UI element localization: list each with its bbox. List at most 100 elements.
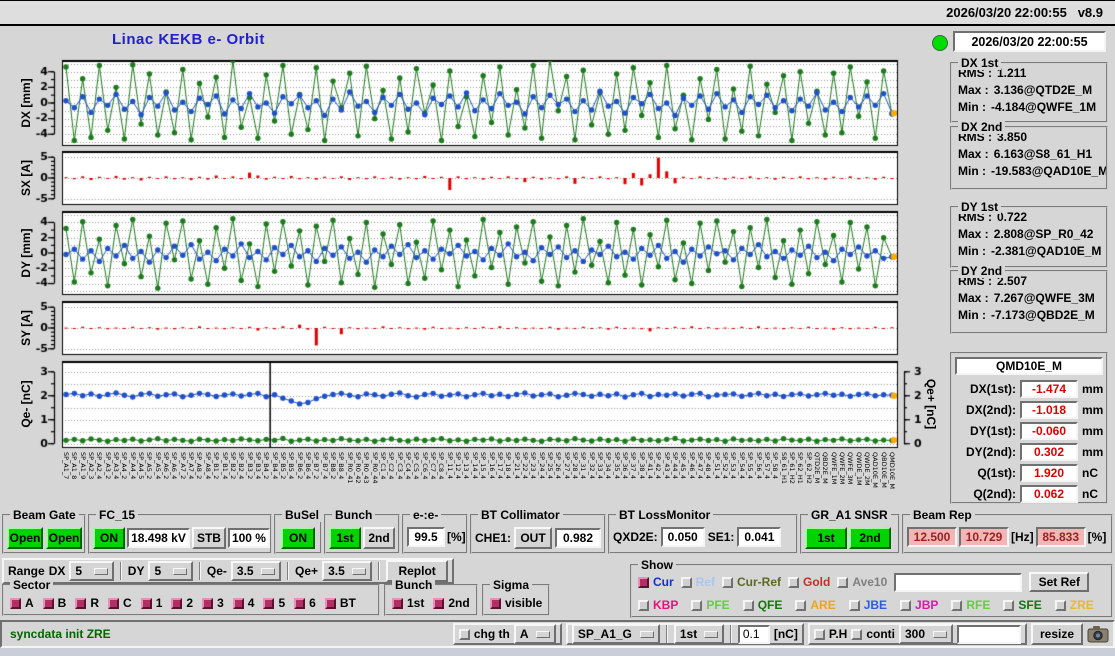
checkbox-SFE[interactable] xyxy=(1003,599,1015,611)
count-input[interactable] xyxy=(957,624,1021,644)
bpm-label-SP_A5_4: SP_A5_4 xyxy=(153,452,162,480)
qe-minus-axis-label: Qe- [nC] xyxy=(19,380,33,428)
checkbox-Cur[interactable] xyxy=(638,576,649,588)
checkbox-KBP[interactable] xyxy=(638,599,649,611)
checkbox-C[interactable] xyxy=(108,597,120,609)
checkbox-PFE[interactable] xyxy=(691,599,703,611)
gr-a1-2nd-button[interactable]: 2nd xyxy=(849,527,891,549)
checkbox-5[interactable] xyxy=(263,597,275,609)
qmd-row-label: DY(1st): xyxy=(969,423,1016,438)
bpm-label-SP_B3_2: SP_B3_2 xyxy=(245,452,254,480)
checkbox-4[interactable] xyxy=(232,597,244,609)
checkbox-R[interactable] xyxy=(75,597,87,609)
checkbox-label-RFE: RFE xyxy=(966,598,991,612)
checkbox-1[interactable] xyxy=(140,597,152,609)
fc15-on-button[interactable]: ON xyxy=(93,527,125,549)
dy-orbit-plot[interactable] xyxy=(18,209,943,297)
checkbox-3[interactable] xyxy=(202,597,214,609)
beam-gate-group: Beam Gate Open Open xyxy=(2,508,86,554)
window-bottom-edge xyxy=(0,648,1115,656)
bunch-check-group: Bunch 1st 2nd xyxy=(384,578,478,616)
threshold-input[interactable] xyxy=(737,624,770,644)
checkbox-Ave10[interactable] xyxy=(837,576,849,588)
checkbox-6[interactable] xyxy=(294,597,306,609)
bpm-label-SP_47_4: SP_47_4 xyxy=(696,452,705,479)
bpm-label-SP_B7_2: SP_B7_2 xyxy=(312,452,321,480)
checkbox-B[interactable] xyxy=(42,597,54,609)
divider xyxy=(287,562,290,580)
interval-select[interactable]: 300 xyxy=(899,624,953,644)
gr-a1-1st-button[interactable]: 1st xyxy=(805,527,847,549)
checkbox-ARE[interactable] xyxy=(795,599,807,611)
bpm-label-SP_21_4: SP_21_4 xyxy=(512,452,521,479)
qmd-row-value: -1.474 xyxy=(1020,379,1078,398)
range-qe-minus-select[interactable]: 3.5 xyxy=(230,561,282,581)
beam-gate-open-button-2[interactable]: Open xyxy=(46,527,82,549)
range-qe-plus-select[interactable]: 3.5 xyxy=(322,561,373,581)
sx-steering-plot[interactable] xyxy=(18,149,943,207)
bpm-label-SP_R0_43: SP_R0_43 xyxy=(362,452,371,484)
checkbox-visible[interactable] xyxy=(490,597,501,609)
bpm-label-QMD10E_M: QMD10E_M xyxy=(888,452,896,489)
bunch-select[interactable]: 1st xyxy=(673,624,724,644)
checkbox-Gold[interactable] xyxy=(788,576,800,588)
checkbox-label-Gold: Gold xyxy=(803,575,831,589)
ref-file-input[interactable] xyxy=(894,572,1023,592)
checkbox-2[interactable] xyxy=(171,597,183,609)
device-select[interactable]: SP_A1_G xyxy=(571,624,660,644)
status-bar: syncdata init ZRE chg th A SP_A1_G 1st [… xyxy=(0,620,1115,648)
fc15-stb-button[interactable]: STB xyxy=(191,527,226,549)
checkbox-1st[interactable] xyxy=(392,597,403,609)
checkbox-A[interactable] xyxy=(10,597,21,609)
min-value: -2.381@QAD10E_M xyxy=(991,244,1102,258)
dropdown-handle-icon xyxy=(639,630,654,638)
che1-out-button[interactable]: OUT xyxy=(514,527,553,549)
busel-on-button[interactable]: ON xyxy=(281,527,315,549)
sector-select[interactable]: A xyxy=(513,624,556,644)
qmd-row-label: Q(1st): xyxy=(977,465,1016,480)
screenshot-camera-icon[interactable] xyxy=(1087,625,1109,643)
checkbox-BT[interactable] xyxy=(324,597,336,609)
max-value: 6.163@S8_61_H1 xyxy=(993,147,1093,161)
chg-th-checkbox[interactable] xyxy=(458,628,470,640)
bpm-label-SP_A1_8: SP_A1_8 xyxy=(70,452,79,480)
checkbox-JBP[interactable] xyxy=(900,599,912,611)
set-ref-button[interactable]: Set Ref xyxy=(1029,572,1090,592)
checkbox-Ref[interactable] xyxy=(680,576,692,588)
checkbox-JBE[interactable] xyxy=(848,599,860,611)
qmd-row-value: 0.302 xyxy=(1020,442,1078,461)
range-dy-select[interactable]: 5 xyxy=(148,561,193,581)
ph-checkbox[interactable] xyxy=(813,628,825,640)
bpm-label-SP_B1_4: SP_B1_4 xyxy=(220,452,229,480)
max-value: 7.267@QWFE_3M xyxy=(993,291,1095,305)
check-item-JBE: JBE xyxy=(848,598,887,612)
bpm-label-SP_C5_4: SP_C5_4 xyxy=(412,452,421,480)
sy-steering-plot[interactable] xyxy=(18,299,943,357)
dx-orbit-plot[interactable] xyxy=(18,58,943,148)
resize-button[interactable]: resize xyxy=(1031,623,1083,645)
check-item-C: C xyxy=(108,596,132,610)
show-title: Show xyxy=(638,558,676,572)
beam-gate-open-button-1[interactable]: Open xyxy=(7,527,43,549)
range-toolbar: Range DX 5 DY 5 Qe- 3.5 Qe+ 3.5 Replot xyxy=(2,558,454,584)
bunch-2nd-button[interactable]: 2nd xyxy=(363,527,395,549)
checkbox-RFE[interactable] xyxy=(951,599,963,611)
checkbox-ZRE[interactable] xyxy=(1054,599,1066,611)
charge-plot[interactable] xyxy=(18,359,943,450)
qmd-row-label: DX(1st): xyxy=(969,381,1016,396)
conti-checkbox[interactable] xyxy=(851,628,863,640)
checkbox-Cur-Ref[interactable] xyxy=(722,576,734,588)
bpm-label-SP_A4_4: SP_A4_4 xyxy=(128,452,137,480)
checkbox-2nd[interactable] xyxy=(433,597,445,609)
bpm-label-SP_33_4: SP_33_4 xyxy=(595,452,604,479)
qmd-row-unit: mm xyxy=(1082,381,1104,396)
checkbox-label-1: 1 xyxy=(155,596,163,610)
checkbox-QFE[interactable] xyxy=(742,599,754,611)
range-dx-select[interactable]: 5 xyxy=(69,561,114,581)
range-dy-label: DY xyxy=(127,564,145,578)
checkbox-label-KBP: KBP xyxy=(653,598,679,612)
bpm-label-S8_61_H1: S8_61_H1 xyxy=(779,452,788,485)
bunch-1st-button[interactable]: 1st xyxy=(329,527,361,549)
qxd2e-value: 0.050 xyxy=(660,527,705,547)
bpm-label-SP_A5_2: SP_A5_2 xyxy=(145,452,154,480)
